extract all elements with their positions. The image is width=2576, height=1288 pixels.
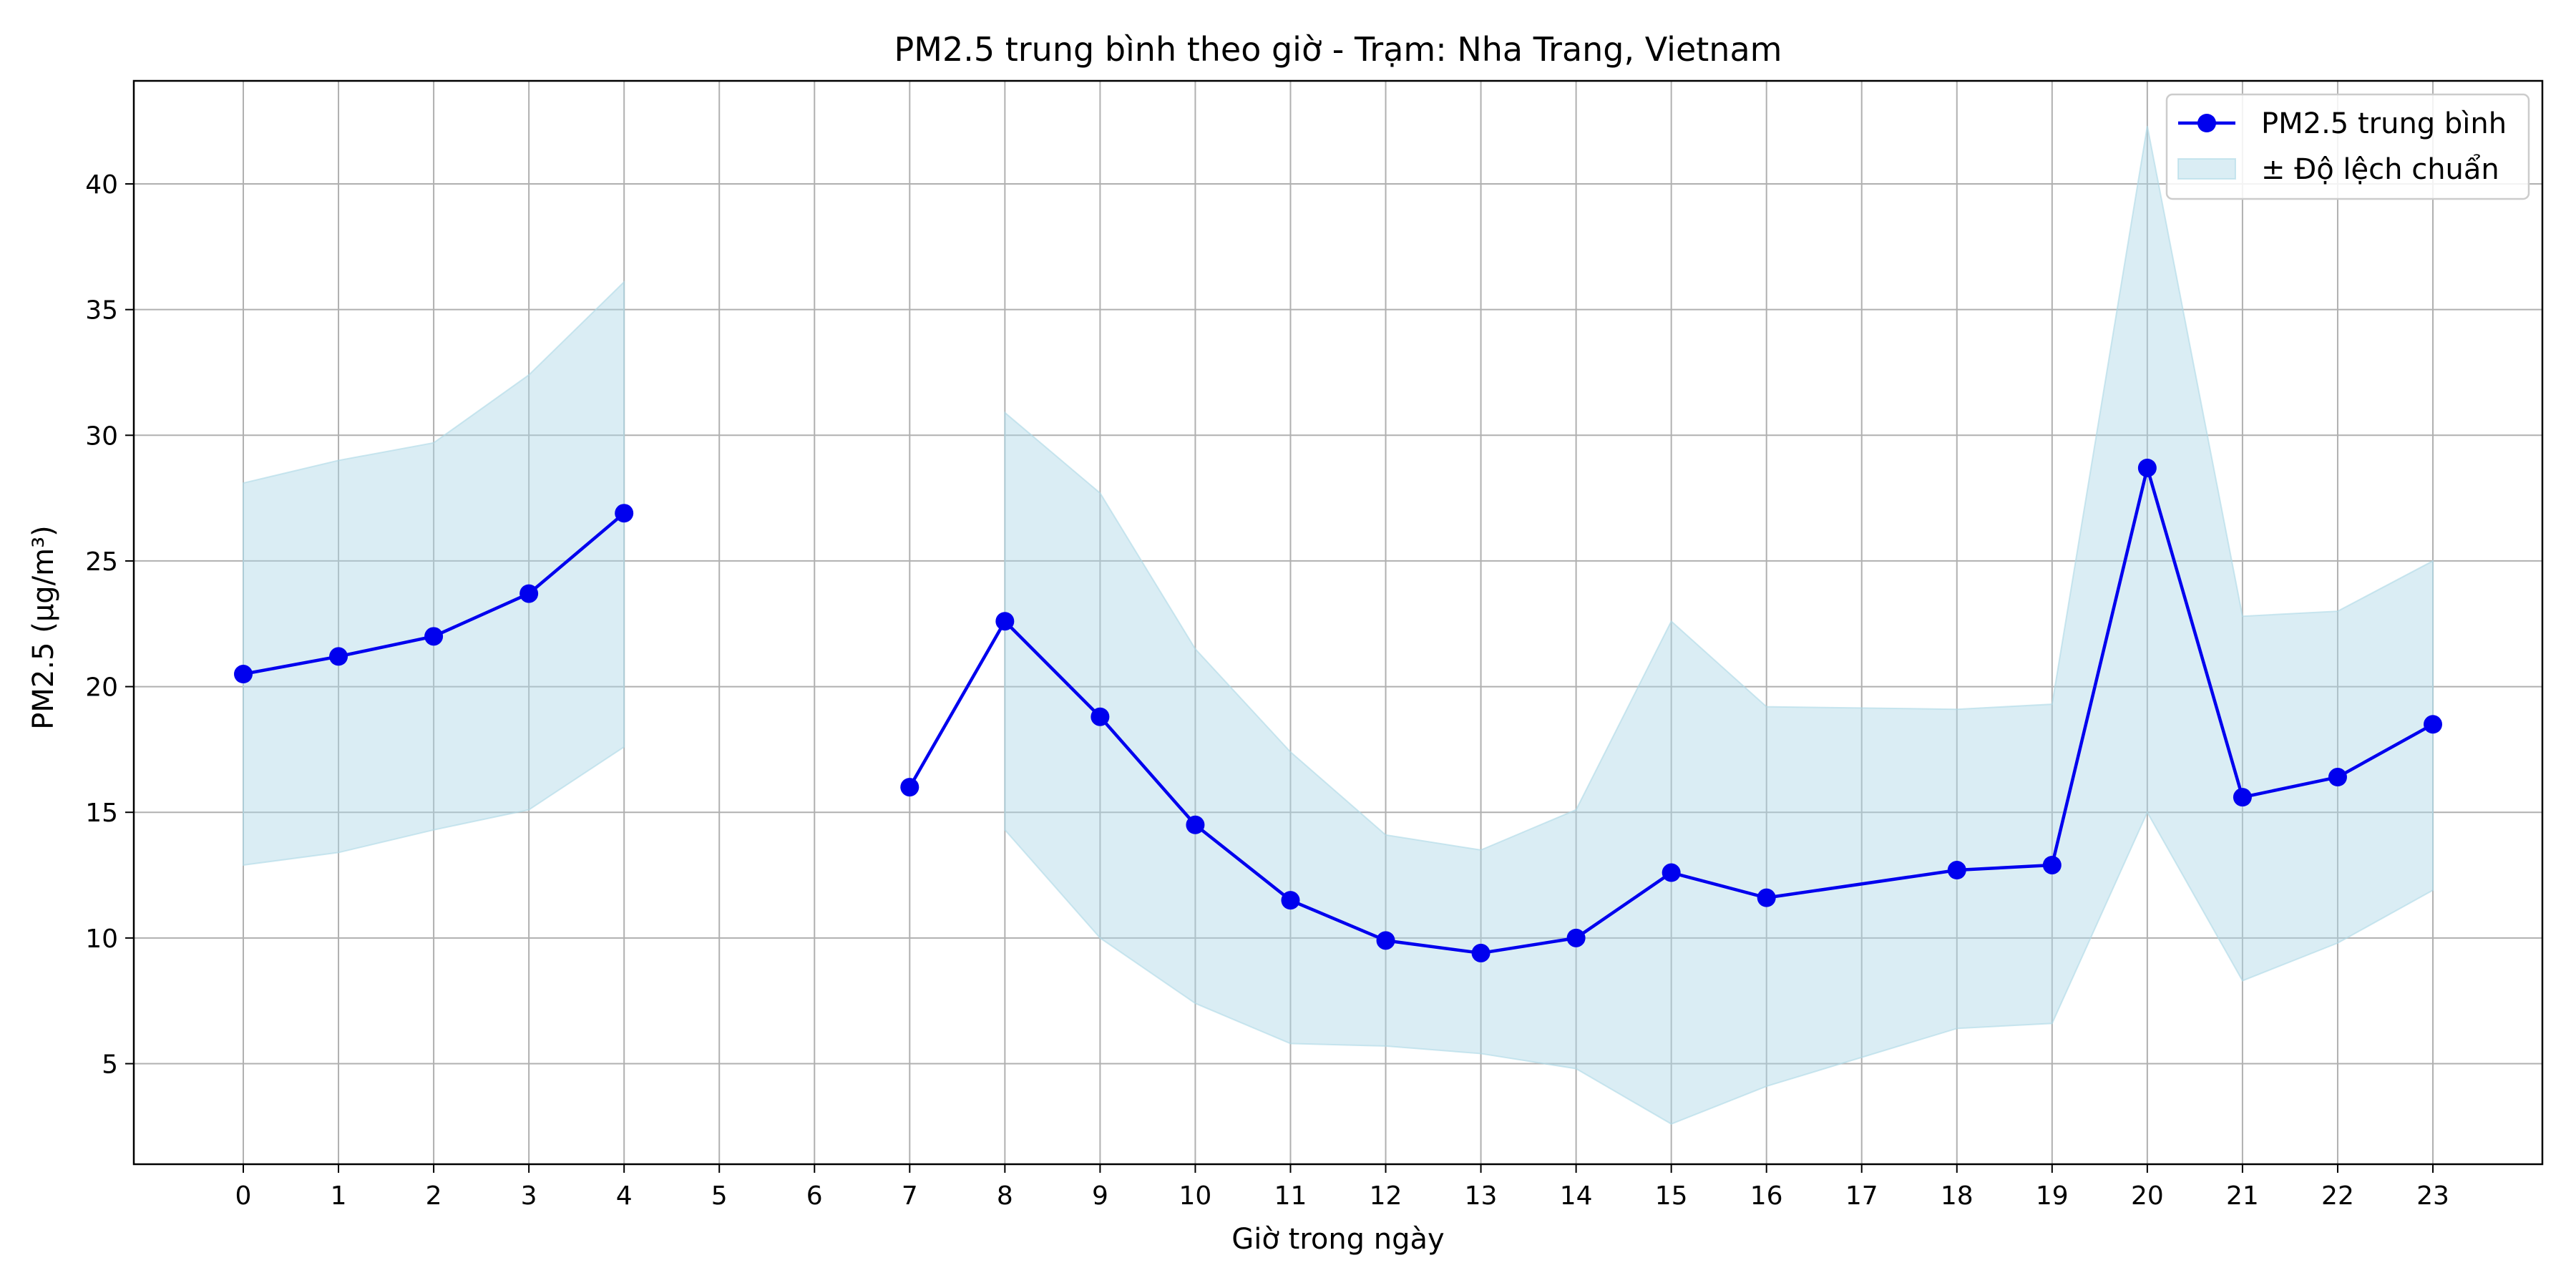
- x-tick-label: 12: [1370, 1181, 1402, 1211]
- x-tick-label: 14: [1560, 1181, 1593, 1211]
- x-tick-label: 16: [1750, 1181, 1783, 1211]
- data-point: [1471, 943, 1491, 962]
- data-point: [1662, 863, 1681, 882]
- x-axis-ticks: 0 1 2 3 4 5 6 7 8 9 10 11 12 13 14 15 16 17 18 19 20 21 22 23: [235, 1164, 2449, 1211]
- y-tick-label: 5: [102, 1050, 118, 1079]
- chart-title: PM2.5 trung bình theo giờ - Trạm: Nha Tr…: [894, 30, 1782, 69]
- x-tick-label: 23: [2416, 1181, 2449, 1211]
- x-tick-label: 2: [426, 1181, 442, 1211]
- x-tick-label: 10: [1179, 1181, 1212, 1211]
- std-band-area: [1004, 126, 2434, 1125]
- x-tick-label: 19: [2036, 1181, 2069, 1211]
- data-point: [2424, 715, 2442, 734]
- y-tick-label: 30: [85, 421, 118, 451]
- y-tick-label: 20: [85, 673, 118, 703]
- std-band-layer: [243, 126, 2434, 1125]
- x-tick-label: 13: [1465, 1181, 1498, 1211]
- legend-band-swatch: [2177, 158, 2236, 180]
- y-tick-label: 10: [85, 924, 118, 954]
- data-point: [2328, 768, 2347, 787]
- legend-label-mean: PM2.5 trung bình: [2261, 107, 2507, 140]
- data-point: [1566, 928, 1586, 947]
- x-tick-label: 15: [1655, 1181, 1688, 1211]
- x-tick-label: 22: [2321, 1181, 2354, 1211]
- data-point: [234, 665, 253, 684]
- std-band-area: [243, 280, 625, 867]
- data-point: [329, 647, 348, 666]
- data-point: [2137, 458, 2157, 477]
- data-point: [519, 584, 539, 603]
- x-tick-label: 3: [521, 1181, 537, 1211]
- x-axis-label: Giờ trong ngày: [1231, 1223, 1444, 1256]
- data-point: [2042, 855, 2062, 874]
- y-tick-label: 35: [85, 296, 118, 326]
- x-tick-label: 21: [2226, 1181, 2259, 1211]
- data-point: [1091, 707, 1110, 726]
- x-tick-label: 11: [1274, 1181, 1307, 1211]
- x-tick-label: 17: [1845, 1181, 1878, 1211]
- data-point: [900, 778, 919, 797]
- data-point: [1947, 861, 1966, 880]
- data-point: [1757, 888, 1776, 907]
- plot-frame: [132, 79, 2544, 1166]
- data-point: [424, 627, 444, 646]
- legend-box: [2165, 93, 2530, 200]
- data-point: [2233, 788, 2252, 807]
- y-tick-label: 15: [85, 799, 118, 828]
- y-tick-label: 40: [85, 170, 118, 200]
- marker-layer: [234, 458, 2442, 962]
- y-tick-label: 25: [85, 547, 118, 577]
- x-tick-label: 9: [1092, 1181, 1108, 1211]
- legend-marker-swatch: [2197, 114, 2216, 132]
- legend-label-std: ± Độ lệch chuẩn: [2261, 153, 2499, 186]
- x-tick-label: 0: [235, 1181, 252, 1211]
- x-tick-label: 7: [902, 1181, 918, 1211]
- legend: PM2.5 trung bình ± Độ lệch chuẩn: [2165, 93, 2530, 200]
- x-tick-label: 6: [806, 1181, 823, 1211]
- data-point: [995, 612, 1015, 631]
- x-tick-label: 1: [331, 1181, 347, 1211]
- data-point: [1186, 815, 1205, 834]
- x-tick-label: 20: [2131, 1181, 2164, 1211]
- data-point: [615, 504, 634, 523]
- mean-line: [908, 466, 2434, 955]
- x-tick-label: 18: [1941, 1181, 1974, 1211]
- grid: [134, 81, 2542, 1164]
- data-point: [1376, 931, 1395, 950]
- x-tick-label: 8: [997, 1181, 1013, 1211]
- data-point: [1281, 891, 1300, 910]
- x-tick-label: 4: [616, 1181, 633, 1211]
- x-tick-label: 5: [711, 1181, 728, 1211]
- y-axis-ticks: 5 10 15 20 25 30 35 40: [85, 170, 134, 1079]
- y-axis-label: PM2.5 (µg/m³): [27, 525, 60, 730]
